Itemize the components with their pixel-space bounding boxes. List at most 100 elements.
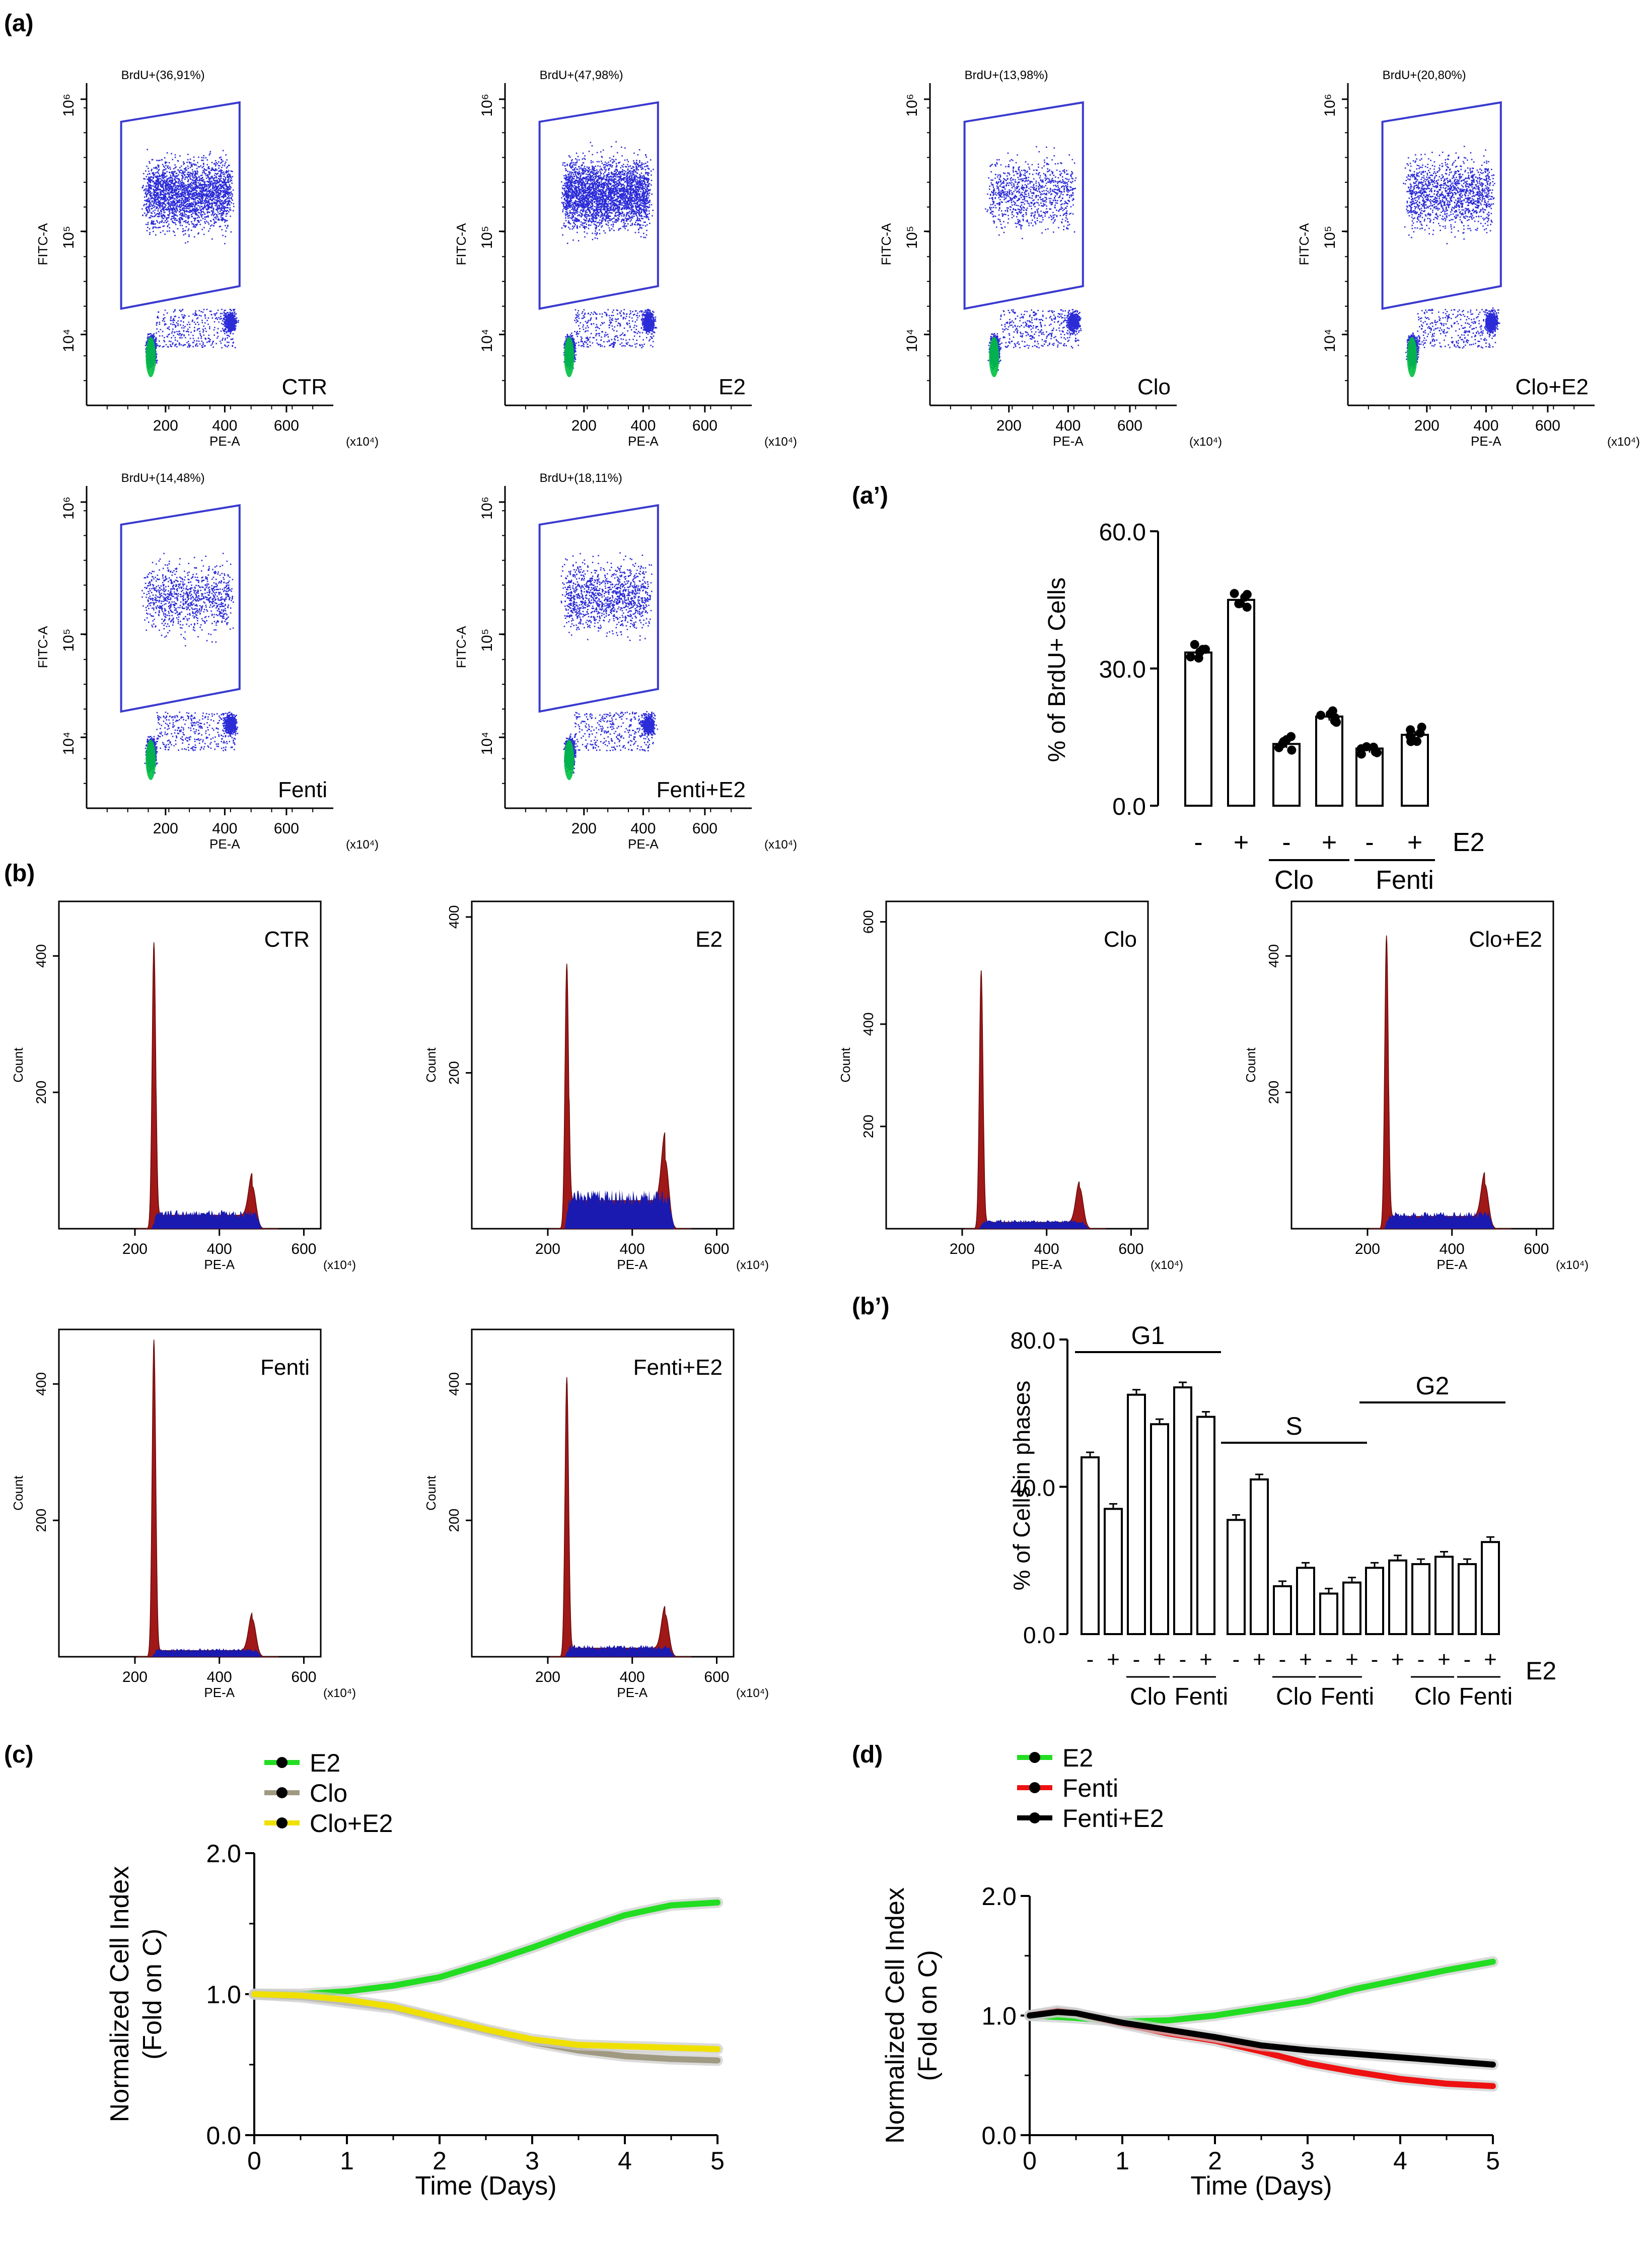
x-scale-note: (x10⁴) xyxy=(764,435,797,449)
x-tick-label: 600 xyxy=(1118,1241,1143,1257)
y-tick-label: 600 xyxy=(860,910,876,934)
legend-swatch-marker xyxy=(1029,1812,1040,1823)
panel-letter-3: (b’) xyxy=(852,1293,890,1320)
y-tick-label: 10⁵ xyxy=(60,226,77,249)
y-tick-label: 10⁵ xyxy=(479,226,495,249)
sample-label: Fenti+E2 xyxy=(633,1355,723,1380)
category-label: - xyxy=(1325,1647,1333,1672)
x-tick-label: 5 xyxy=(1486,2147,1500,2175)
x-axis-label: PE-A xyxy=(1031,1257,1062,1272)
bar xyxy=(1458,1563,1477,1635)
y-tick-label: 10⁴ xyxy=(1322,329,1338,352)
x-tick-label: 400 xyxy=(630,820,656,837)
category-label: - xyxy=(1417,1647,1425,1672)
x-tick-label: 200 xyxy=(153,820,178,837)
y-axis-label: FITC-A xyxy=(879,223,894,265)
brdu-bar-chart: 0.030.060.0% of BrdU+ Cells- + - + - +Clo Fent… xyxy=(1044,519,1485,895)
category-label: - xyxy=(1365,828,1374,857)
y-tick-label: 0.0 xyxy=(206,2122,241,2150)
s-phase-area xyxy=(152,1210,262,1229)
y-tick-label: 10⁵ xyxy=(904,226,920,249)
y-tick-label: 200 xyxy=(1266,1081,1281,1104)
category-label: - xyxy=(1282,828,1290,857)
category-label: - xyxy=(1464,1647,1471,1672)
x-axis-label: Time (Days) xyxy=(415,2171,556,2201)
x-tick-label: 200 xyxy=(1414,417,1440,434)
y-axis-label: Count xyxy=(11,1047,26,1083)
histogram-panel-Clo: 200 400 600 Count 200 400 600 PE-A (x10⁴) Clo xyxy=(838,900,1183,1272)
x-axis-label: PE-A xyxy=(204,1257,235,1272)
y-axis-label-line2: (Fold on C) xyxy=(138,1929,167,2060)
x-tick-label: 400 xyxy=(207,1241,232,1257)
y-tick-label: 60.0 xyxy=(1099,519,1146,546)
data-point xyxy=(1316,711,1326,720)
panel-letter-0: (a) xyxy=(4,10,34,37)
bar xyxy=(1081,1456,1100,1635)
y-tick-label: 30.0 xyxy=(1099,657,1146,683)
sample-label: E2 xyxy=(719,375,746,399)
density-core xyxy=(1407,337,1417,377)
bar xyxy=(1184,651,1212,807)
x-scale-note: (x10⁴) xyxy=(346,435,379,449)
x-tick-label: 200 xyxy=(153,417,178,434)
x-tick-label: 400 xyxy=(1440,1241,1465,1257)
x-tick-label: 400 xyxy=(207,1669,232,1685)
x-axis-label: PE-A xyxy=(1471,434,1501,449)
x-axis-label: PE-A xyxy=(209,434,240,449)
y-axis-label: FITC-A xyxy=(35,223,50,265)
legend-swatch-marker xyxy=(276,1787,288,1798)
histogram-panel-Clo+E2: 200 400 Count 200 400 600 PE-A (x10⁴) Clo+E2 xyxy=(1243,900,1589,1272)
category-label: - xyxy=(1194,828,1202,857)
legend-swatch-marker xyxy=(1029,1752,1040,1763)
x-tick-label: 400 xyxy=(620,1669,645,1685)
data-point xyxy=(1356,749,1366,759)
sample-label: Clo xyxy=(1137,375,1171,399)
x-axis-label: PE-A xyxy=(209,836,240,852)
phase-label: G1 xyxy=(1131,1321,1165,1350)
data-point xyxy=(1242,590,1252,599)
data-point xyxy=(1369,742,1378,752)
y-axis-label: % of Cells in phases xyxy=(1009,1381,1035,1591)
legend-swatch-marker xyxy=(1029,1782,1040,1793)
x-tick-label: 600 xyxy=(291,1669,316,1685)
g1-g2-peaks xyxy=(137,942,279,1229)
density-core xyxy=(146,740,156,780)
x-tick-label: 1 xyxy=(340,2147,354,2175)
bar xyxy=(1250,1478,1269,1635)
g1-g2-peaks xyxy=(1370,935,1512,1229)
y-axis-label: FITC-A xyxy=(35,625,50,668)
cell-index-chart-c: 0.0 1.0 2.0 0 1 2 3 4 5 Time (Days) Normalized Cel… xyxy=(105,1749,725,2201)
x-tick-label: 200 xyxy=(122,1241,148,1257)
x-tick-label: 600 xyxy=(704,1669,729,1685)
histogram-panel-Fenti: 200 400 Count 200 400 600 PE-A (x10⁴) Fenti xyxy=(11,1328,356,1700)
x-tick-label: 400 xyxy=(212,417,237,434)
histogram-panel-Fenti+E2: 200 400 Count 200 400 600 PE-A (x10⁴) Fenti+E2 xyxy=(423,1328,769,1700)
sample-label: Fenti xyxy=(260,1355,310,1380)
x-tick-label: 4 xyxy=(1393,2147,1407,2175)
x-tick-label: 400 xyxy=(1473,417,1498,434)
x-axis-label: PE-A xyxy=(617,1257,648,1272)
x-tick-label: 2 xyxy=(433,2147,447,2175)
density-core xyxy=(564,337,574,377)
bar xyxy=(1481,1541,1500,1635)
category-label: - xyxy=(1133,1647,1140,1672)
x-tick-label: 600 xyxy=(1535,417,1560,434)
s-phase-area xyxy=(152,1648,262,1657)
legend-swatch-marker xyxy=(276,1757,288,1768)
y-tick-label: 2.0 xyxy=(981,1882,1017,1911)
bar xyxy=(1315,715,1343,807)
x-tick-label: 200 xyxy=(535,1241,560,1257)
g1-g2-peaks xyxy=(964,970,1106,1229)
x-tick-label: 4 xyxy=(618,2147,632,2175)
y-tick-label: 10⁴ xyxy=(479,732,495,755)
bar xyxy=(1196,1416,1215,1635)
scatter-points xyxy=(141,149,239,370)
bar xyxy=(1296,1567,1315,1635)
y-tick-label: 200 xyxy=(860,1115,876,1139)
density-core xyxy=(989,337,999,377)
panel-letters: (a) (a’) (b) (b’) (c) (d) xyxy=(4,10,890,1768)
flow-panel-E2: 10⁴ 10⁵ 10⁶ 200 400 600 FITC-A PE-A (x10⁴) BrdU+(… xyxy=(454,68,797,449)
sample-label: CTR xyxy=(264,927,310,952)
phase-label: G2 xyxy=(1416,1372,1450,1400)
category-label: + xyxy=(1484,1647,1497,1672)
